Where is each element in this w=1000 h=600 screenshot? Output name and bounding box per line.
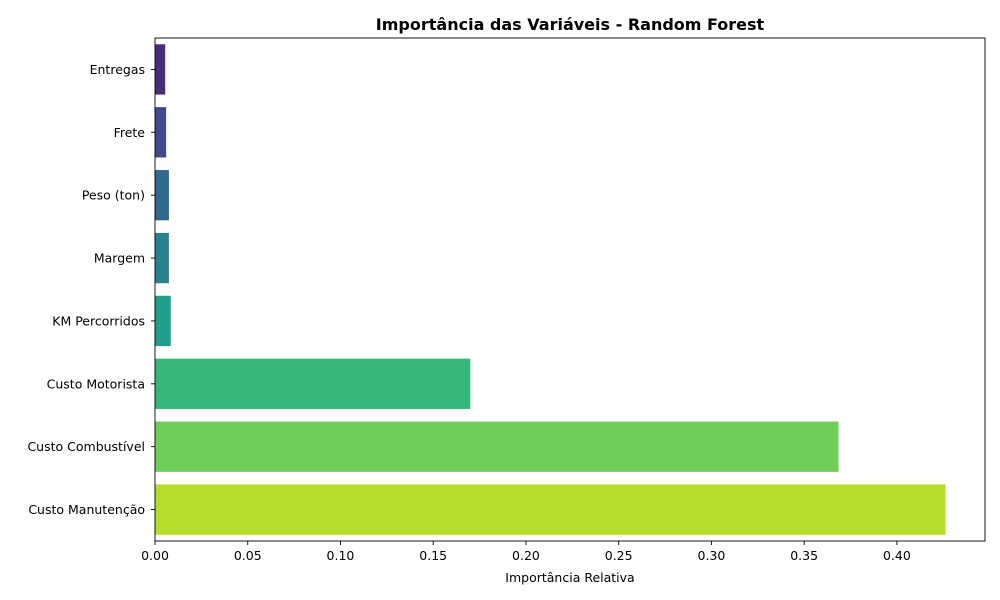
y-tick-label: Peso (ton)	[82, 188, 145, 203]
bar-5	[155, 358, 471, 409]
y-axis-ticks: Entregas Frete Peso (ton) Margem KM Percorri…	[27, 62, 155, 517]
y-tick-label: KM Percorridos	[52, 313, 145, 328]
bar-2	[155, 170, 169, 221]
x-tick-label: 0.30	[698, 548, 726, 563]
y-tick-label: Custo Manutenção	[28, 502, 145, 517]
bar-4	[155, 295, 171, 347]
x-axis-ticks: 0.00 0.05 0.10 0.15 0.20 0.25 0.30 0.35 0.40	[141, 541, 911, 563]
y-tick-label: Entregas	[90, 62, 145, 77]
x-tick-label: 0.20	[512, 548, 540, 563]
bar-0	[155, 44, 166, 95]
chart-title: Importância das Variáveis - Random Fores…	[376, 15, 765, 34]
x-tick-label: 0.10	[327, 548, 355, 563]
bar-3	[155, 232, 169, 284]
bars-group	[155, 44, 946, 535]
x-tick-label: 0.15	[419, 548, 447, 563]
bar-1	[155, 107, 167, 158]
y-tick-label: Margem	[94, 251, 145, 266]
y-tick-label: Frete	[114, 125, 146, 140]
bar-7	[155, 484, 946, 535]
bar-6	[155, 421, 839, 472]
y-tick-label: Custo Motorista	[47, 376, 145, 391]
x-tick-label: 0.00	[141, 548, 169, 563]
plot-frame	[154, 37, 986, 542]
y-tick-label: Custo Combustível	[27, 439, 145, 454]
x-tick-label: 0.40	[883, 548, 911, 563]
x-axis-label: Importância Relativa	[505, 570, 634, 585]
x-tick-label: 0.05	[234, 548, 262, 563]
x-tick-label: 0.25	[605, 548, 633, 563]
x-tick-label: 0.35	[790, 548, 818, 563]
